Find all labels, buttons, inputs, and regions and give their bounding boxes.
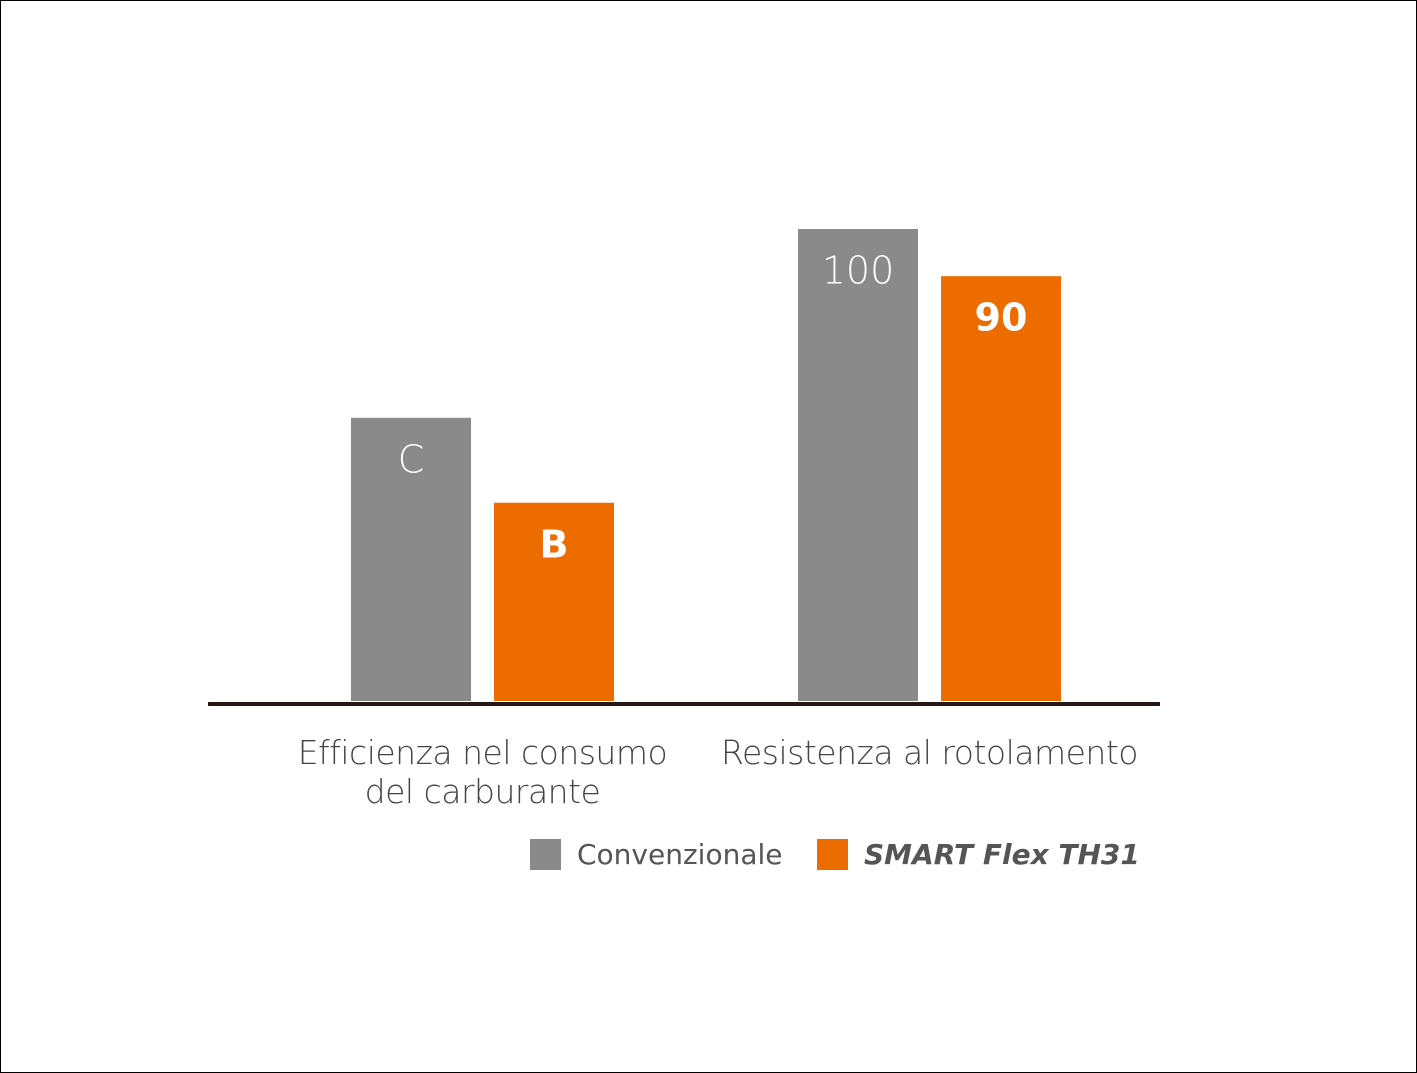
legend-swatch xyxy=(530,839,561,870)
category-label: Efficienza nel consumo del carburante xyxy=(297,733,668,811)
value-label: C xyxy=(398,437,425,481)
legend-label: SMART Flex TH31 xyxy=(864,838,1140,871)
category-label: Resistenza al rotolamento xyxy=(721,733,1138,772)
value-label: 100 xyxy=(822,249,895,293)
value-label: B xyxy=(540,522,569,566)
bar xyxy=(941,276,1061,701)
legend-label: Convenzionale xyxy=(577,838,783,871)
legend-swatch xyxy=(817,839,848,870)
value-label: 90 xyxy=(975,296,1028,340)
bar xyxy=(351,417,471,701)
bar xyxy=(494,502,614,701)
bar xyxy=(798,229,918,701)
